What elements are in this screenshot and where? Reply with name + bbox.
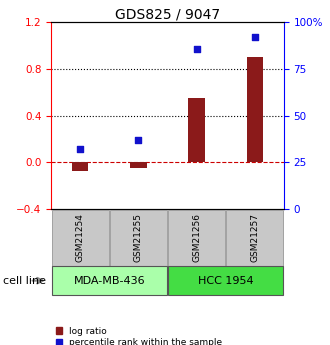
Text: cell line: cell line (3, 276, 46, 286)
Point (194, 46, 199, 51)
Point (252, 34, 257, 40)
Bar (247, 57, 263, 162)
Text: GSM21254: GSM21254 (76, 213, 85, 262)
Title: GDS825 / 9047: GDS825 / 9047 (115, 7, 220, 21)
Bar (72, 162, 88, 171)
Point (78, 146, 83, 152)
Point (136, 137, 141, 142)
Text: GSM21256: GSM21256 (192, 213, 201, 262)
Bar (188, 98, 205, 162)
Bar (130, 162, 147, 168)
Text: GSM21257: GSM21257 (250, 213, 259, 262)
Text: MDA-MB-436: MDA-MB-436 (74, 276, 145, 286)
Text: HCC 1954: HCC 1954 (198, 276, 253, 286)
Legend: log ratio, percentile rank within the sample: log ratio, percentile rank within the sa… (56, 327, 222, 345)
Text: GSM21255: GSM21255 (134, 213, 143, 262)
